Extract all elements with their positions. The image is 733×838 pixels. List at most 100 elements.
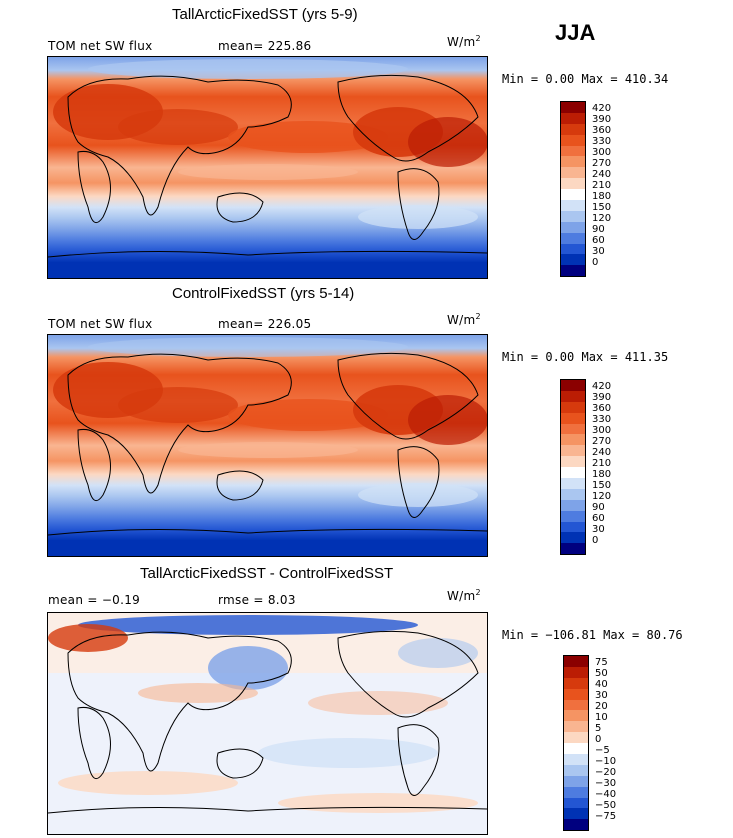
- colorbar-label: 10: [595, 712, 608, 723]
- colorbar-label: −20: [595, 767, 617, 778]
- colorbar-label: 30: [592, 246, 605, 257]
- panel-2-colorbar: 420 390 360 330 300 270 240 210 180 150 …: [560, 379, 611, 556]
- colorbar-box: [560, 401, 586, 413]
- colorbar-box: [560, 456, 586, 468]
- colorbar-label: 60: [592, 235, 605, 246]
- colorbar-label: −40: [595, 789, 617, 800]
- colorbar-box: [560, 532, 586, 544]
- colorbar-label: 240: [592, 169, 612, 180]
- colorbar-label: 40: [595, 679, 608, 690]
- colorbar-label: 240: [592, 447, 612, 458]
- colorbar-box: [560, 434, 586, 446]
- colorbar-label: 150: [592, 202, 612, 213]
- colorbar-box: [563, 655, 589, 667]
- colorbar-label: 120: [592, 491, 612, 502]
- colorbar-label: −75: [595, 811, 617, 822]
- colorbar-box: [560, 412, 586, 424]
- colorbar-box: [563, 775, 589, 787]
- colorbar-label: 0: [595, 734, 602, 745]
- colorbar-box: [560, 265, 586, 278]
- colorbar-label: 30: [592, 524, 605, 535]
- colorbar-label: 420: [592, 103, 612, 114]
- colorbar-box: [563, 754, 589, 765]
- panel-3-mean: mean = −0.19: [48, 593, 141, 607]
- colorbar-box: [560, 134, 586, 146]
- colorbar-box: [560, 543, 586, 556]
- colorbar-box: [560, 200, 586, 211]
- colorbar-box: [560, 445, 586, 457]
- colorbar-label: 360: [592, 403, 612, 414]
- colorbar-box: [560, 232, 586, 244]
- panel-2-variable-label: TOM net SW flux: [48, 317, 153, 331]
- colorbar-label: 330: [592, 136, 612, 147]
- colorbar-label: 420: [592, 381, 612, 392]
- colorbar-box: [560, 156, 586, 168]
- colorbar-label: 360: [592, 125, 612, 136]
- colorbar-label: 270: [592, 158, 612, 169]
- colorbar-box: [560, 123, 586, 135]
- colorbar-label: 180: [592, 469, 612, 480]
- colorbar-box: [563, 819, 589, 832]
- colorbar-box: [560, 167, 586, 179]
- colorbar-label: 30: [595, 690, 608, 701]
- panel-1-field: [48, 57, 487, 278]
- panel-2-colorbar-boxes: [560, 379, 586, 556]
- colorbar-box: [560, 178, 586, 190]
- colorbar-box: [563, 732, 589, 744]
- panel-3-title: TallArcticFixedSST - ControlFixedSST: [140, 565, 394, 582]
- panel-3-colorbar: 75 50 40 30 20 10 5 0 −5 −10 −20 −30 −40…: [563, 655, 616, 832]
- colorbar-box: [560, 189, 586, 201]
- colorbar-label: 0: [592, 535, 599, 546]
- colorbar-label: 120: [592, 213, 612, 224]
- colorbar-label: 90: [592, 224, 605, 235]
- colorbar-box: [563, 786, 589, 798]
- season-label: JJA: [555, 20, 596, 45]
- colorbar-box: [563, 797, 589, 809]
- panel-1-minmax: Min = 0.00 Max = 410.34: [502, 72, 669, 86]
- colorbar-label: 270: [592, 436, 612, 447]
- colorbar-box: [560, 379, 586, 391]
- colorbar-box: [563, 699, 589, 711]
- panel-2-units: W/m2: [447, 312, 481, 327]
- panel-3-map: [47, 612, 488, 835]
- colorbar-label: 5: [595, 723, 602, 734]
- panel-1-colorbar: 420 390 360 330 300 270 240 210 180 150 …: [560, 101, 611, 278]
- colorbar-box: [563, 677, 589, 689]
- colorbar-label: 390: [592, 114, 612, 125]
- colorbar-label: 90: [592, 502, 605, 513]
- colorbar-label: −5: [595, 745, 610, 756]
- panel-2-map: [47, 334, 488, 557]
- colorbar-box: [560, 243, 586, 255]
- panel-2-title: ControlFixedSST (yrs 5-14): [172, 285, 355, 302]
- colorbar-box: [560, 499, 586, 511]
- colorbar-label: 0: [592, 257, 599, 268]
- colorbar-label: 300: [592, 147, 612, 158]
- colorbar-label: 75: [595, 657, 608, 668]
- colorbar-box: [560, 478, 586, 489]
- panel-3-field: [48, 613, 487, 834]
- panel-1-variable-label: TOM net SW flux: [48, 39, 153, 53]
- colorbar-box: [560, 112, 586, 124]
- colorbar-box: [560, 145, 586, 157]
- colorbar-label: 20: [595, 701, 608, 712]
- panel-3-minmax: Min = −106.81 Max = 80.76: [502, 628, 683, 642]
- panel-1-units: W/m2: [447, 34, 481, 49]
- colorbar-box: [563, 764, 589, 776]
- colorbar-box: [560, 210, 586, 222]
- colorbar-label: 210: [592, 180, 612, 191]
- colorbar-label: −30: [595, 778, 617, 789]
- colorbar-box: [560, 101, 586, 113]
- colorbar-label: −50: [595, 800, 617, 811]
- colorbar-box: [563, 808, 589, 820]
- colorbar-box: [563, 710, 589, 722]
- colorbar-box: [560, 423, 586, 435]
- panel-2-field: [48, 335, 487, 556]
- colorbar-label: 330: [592, 414, 612, 425]
- colorbar-label: 150: [592, 480, 612, 491]
- panel-1-map: [47, 56, 488, 279]
- colorbar-box: [563, 666, 589, 678]
- colorbar-label: 180: [592, 191, 612, 202]
- colorbar-box: [560, 221, 586, 233]
- colorbar-box: [560, 510, 586, 522]
- colorbar-box: [563, 721, 589, 733]
